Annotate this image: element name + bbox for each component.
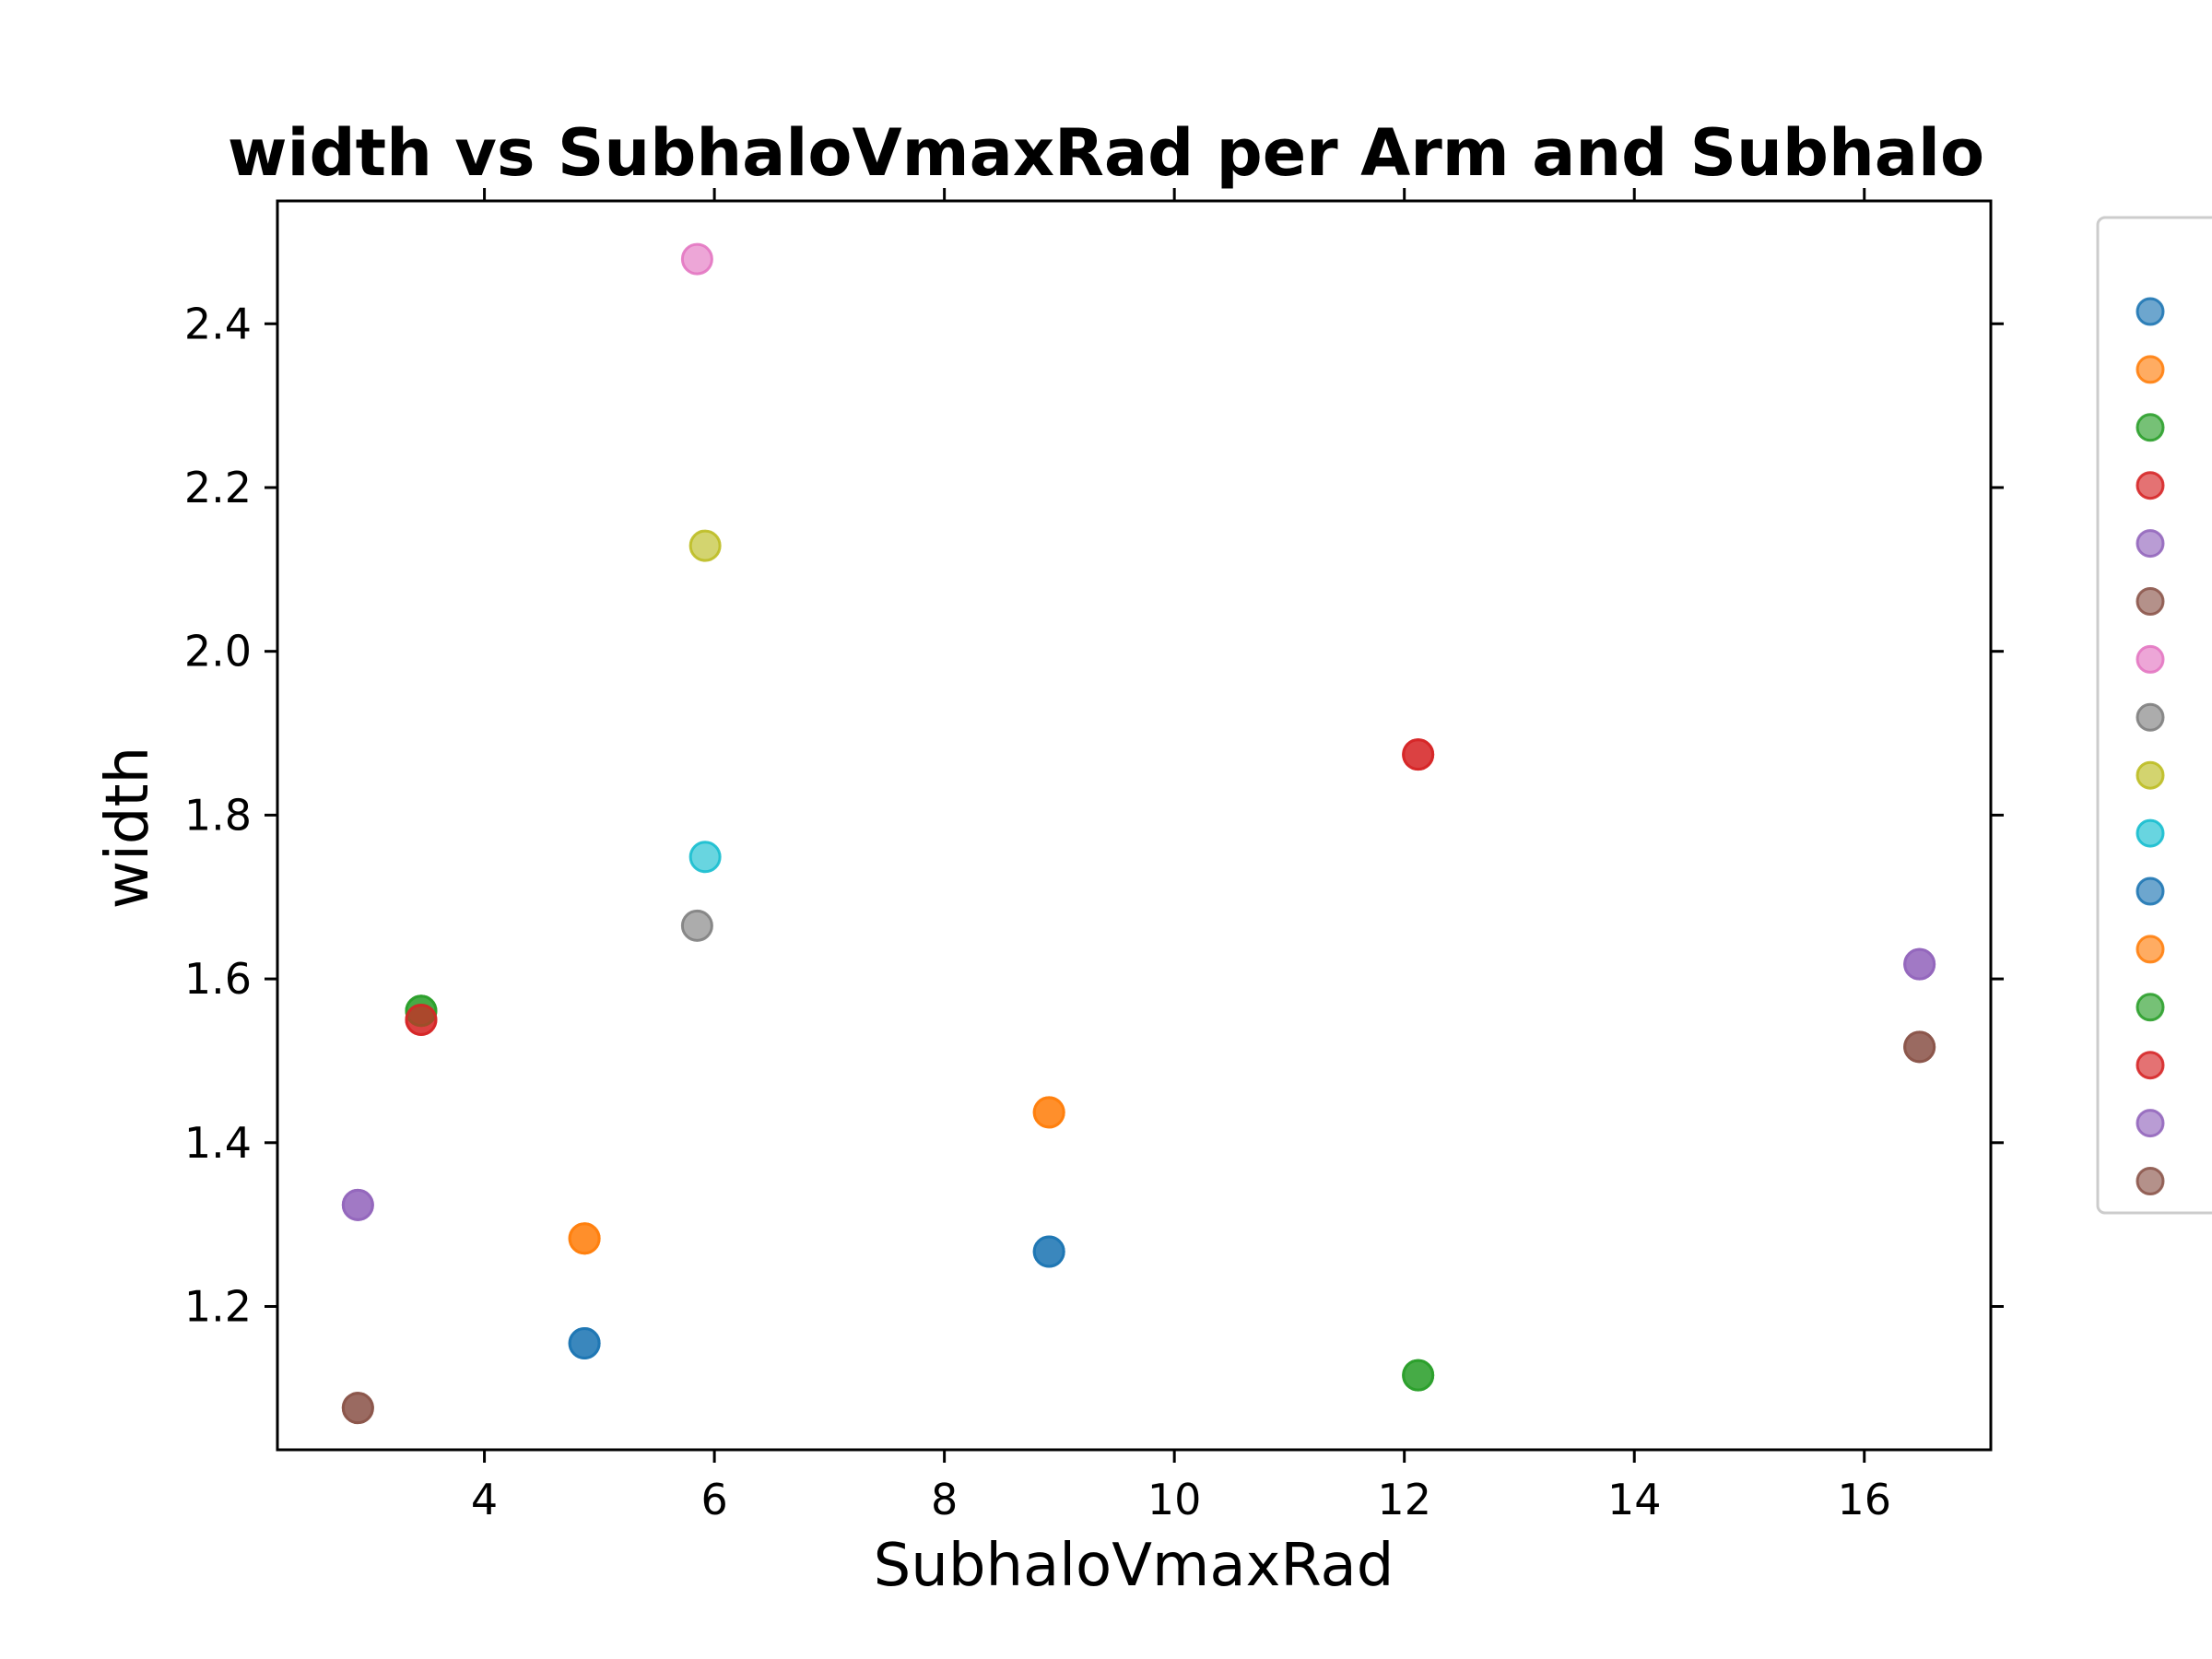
legend-marker — [2136, 702, 2165, 732]
x-tick-label: 6 — [700, 1475, 727, 1524]
y-tick-label: 1.6 — [184, 954, 252, 1004]
scatter-point — [1402, 1359, 1435, 1392]
x-axis: 4 6 8 10 12 14 16 — [471, 188, 1891, 1524]
scatter-point — [1903, 1030, 1936, 1064]
y-tick-label: 2.4 — [184, 299, 252, 348]
legend-marker — [2136, 644, 2165, 674]
scatter-point — [1903, 947, 1936, 981]
y-tick-label: 1.2 — [184, 1282, 252, 1332]
legend-marker — [2136, 529, 2165, 559]
scatter-point — [1402, 738, 1435, 771]
scatter-point — [680, 909, 713, 942]
scatter-point — [1032, 1096, 1065, 1129]
legend-marker — [2136, 877, 2165, 906]
plot-frame — [276, 199, 1993, 1452]
x-axis-label: SubhaloVmaxRad — [874, 1532, 1394, 1600]
scatter-point — [341, 1188, 374, 1221]
x-tick-label: 12 — [1377, 1475, 1431, 1524]
scatter-point — [680, 242, 713, 276]
y-tick-label: 2.2 — [184, 463, 252, 512]
scatter-point — [688, 529, 722, 562]
legend-marker — [2136, 1051, 2165, 1080]
legend-marker — [2136, 818, 2165, 848]
x-tick-label: 16 — [1837, 1475, 1891, 1524]
scatter-point — [1032, 1235, 1065, 1268]
x-tick-label: 8 — [931, 1475, 958, 1524]
y-axis: 1.2 1.4 1.6 1.8 2.0 2.2 2.4 — [184, 299, 2004, 1332]
legend-marker — [2136, 413, 2165, 442]
legend-marker — [2136, 1167, 2165, 1195]
legend-marker — [2136, 760, 2165, 790]
legend-marker — [2136, 993, 2165, 1022]
legend — [2096, 216, 2212, 1215]
scatter-point — [405, 1004, 438, 1037]
y-tick-label: 1.8 — [184, 790, 252, 840]
legend-marker — [2136, 471, 2165, 500]
legend-marker — [2136, 1109, 2165, 1138]
x-tick-label: 4 — [471, 1475, 498, 1524]
scatter-point — [568, 1326, 601, 1359]
y-axis-label: width — [94, 747, 162, 909]
plot-area — [341, 242, 1936, 1425]
y-tick-label: 2.0 — [184, 627, 252, 677]
y-tick-label: 1.4 — [184, 1118, 252, 1168]
legend-marker — [2136, 297, 2165, 326]
scatter-point — [568, 1222, 601, 1255]
legend-marker — [2136, 355, 2165, 384]
chart-title: width vs SubhaloVmaxRad per Arm and Subh… — [228, 115, 1984, 191]
legend-marker — [2136, 935, 2165, 964]
legend-marker — [2136, 587, 2165, 616]
x-tick-label: 10 — [1147, 1475, 1202, 1524]
scatter-point — [688, 841, 722, 874]
x-tick-label: 14 — [1607, 1475, 1662, 1524]
scatter-point — [341, 1392, 374, 1425]
